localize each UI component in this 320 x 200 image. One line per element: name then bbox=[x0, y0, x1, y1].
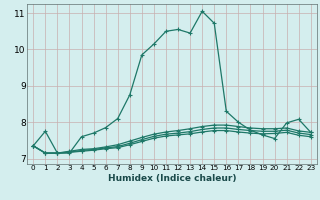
X-axis label: Humidex (Indice chaleur): Humidex (Indice chaleur) bbox=[108, 174, 236, 183]
